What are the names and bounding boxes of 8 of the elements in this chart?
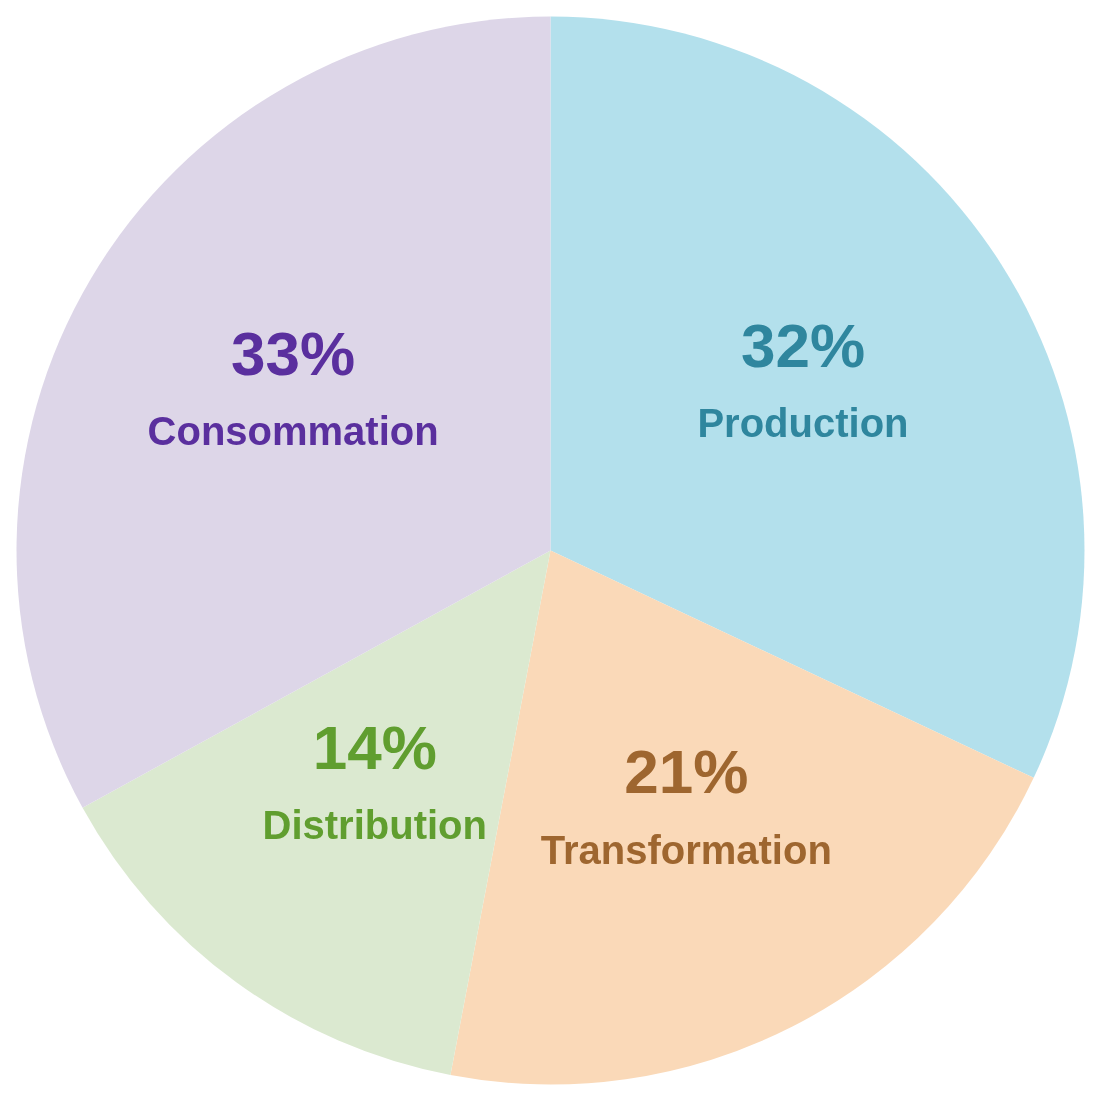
data-label: 33% — [231, 318, 356, 388]
slice-label: Transformation — [540, 827, 832, 872]
slice-label: Production — [697, 400, 909, 445]
data-label: 14% — [312, 712, 437, 782]
data-label: 32% — [740, 310, 866, 380]
slice-label: Consommation — [147, 408, 439, 453]
slice-label: Distribution — [262, 803, 487, 848]
data-label: 21% — [624, 737, 749, 807]
